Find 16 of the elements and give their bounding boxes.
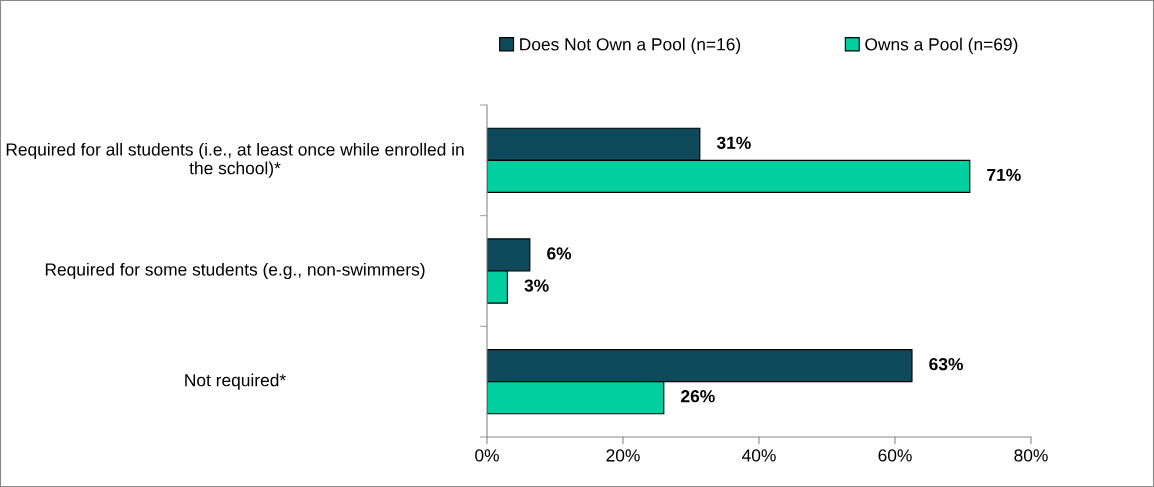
y-tick-label: Required for all students (i.e., at least once while enrolled in the school)*: [6, 142, 464, 178]
data-label: 6%: [547, 247, 572, 260]
data-label: 63%: [929, 357, 963, 371]
x-tick-label: 40%: [742, 449, 776, 462]
y-tick-label: Required for some students (e.g., non-swimmers): [45, 262, 425, 280]
data-label: 31%: [716, 136, 751, 149]
data-label: 71%: [987, 168, 1021, 182]
x-tick-label: 0%: [475, 449, 499, 462]
x-tick-label: 20%: [606, 449, 640, 462]
y-tick-label: Not required*: [185, 373, 286, 390]
x-tick-label: 60%: [878, 449, 912, 462]
x-tick-label: 80%: [1014, 449, 1048, 462]
data-label: 26%: [681, 390, 715, 403]
data-label: 3%: [524, 279, 549, 292]
legend-label: Does Not Own a Pool (n=16): [520, 37, 741, 54]
legend-label: Owns a Pool (n=69): [865, 37, 1018, 54]
